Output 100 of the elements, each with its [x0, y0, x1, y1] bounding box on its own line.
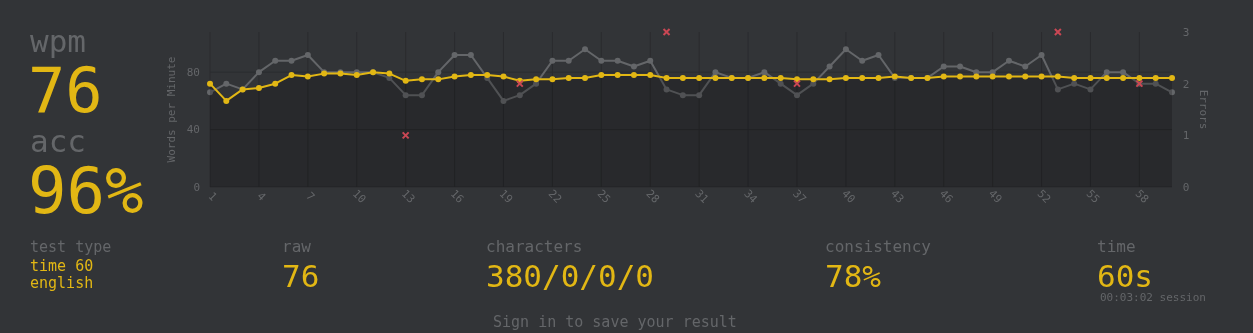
point [402, 92, 409, 99]
point [533, 76, 540, 83]
point [582, 74, 589, 81]
point [957, 63, 964, 70]
point [973, 73, 980, 80]
point [565, 57, 572, 64]
point [598, 57, 605, 64]
point [467, 72, 474, 79]
text: english [30, 274, 94, 292]
point [598, 72, 605, 79]
text: 96% [28, 154, 144, 228]
text: 78% [825, 258, 882, 294]
point [842, 46, 849, 53]
point [1152, 80, 1159, 87]
point [1152, 74, 1159, 81]
point [418, 76, 425, 83]
point [1005, 73, 1012, 80]
point [1038, 51, 1045, 58]
point [1120, 74, 1127, 81]
point [223, 97, 230, 104]
point [451, 51, 458, 58]
point [696, 74, 703, 81]
point [418, 92, 425, 99]
text: 76 [282, 258, 320, 294]
point [304, 73, 311, 80]
point [1022, 73, 1029, 80]
point [500, 97, 507, 104]
point [842, 74, 849, 81]
point [940, 73, 947, 80]
point [712, 69, 719, 76]
point [777, 74, 784, 81]
point [565, 74, 572, 81]
point [223, 80, 230, 87]
point [1022, 63, 1029, 70]
point [859, 74, 866, 81]
point [875, 74, 882, 81]
point [647, 57, 654, 64]
point [1071, 74, 1078, 81]
point [1054, 73, 1061, 80]
point [940, 63, 947, 70]
point [1169, 74, 1175, 81]
point [859, 57, 866, 64]
point [582, 46, 589, 53]
point [549, 76, 556, 83]
point [696, 92, 703, 99]
point [761, 69, 768, 76]
point [255, 69, 262, 76]
point [304, 51, 311, 58]
point [810, 76, 817, 83]
point [1038, 73, 1045, 80]
point [761, 74, 768, 81]
point [647, 72, 654, 79]
point [679, 92, 686, 99]
point [630, 63, 637, 70]
point [1053, 28, 1062, 36]
point [875, 51, 882, 58]
point [630, 72, 637, 79]
point [435, 76, 442, 83]
point [207, 80, 213, 87]
point [826, 76, 833, 83]
point [1120, 69, 1127, 76]
point [793, 92, 800, 99]
point [712, 74, 719, 81]
point [386, 70, 393, 77]
point [1169, 89, 1175, 96]
point [792, 79, 801, 88]
point [516, 92, 523, 99]
point [826, 63, 833, 70]
point [549, 57, 556, 64]
point [500, 73, 507, 80]
point [1103, 69, 1110, 76]
point [777, 80, 784, 87]
point [1136, 74, 1143, 81]
point [614, 57, 621, 64]
point [272, 80, 279, 87]
point [1087, 86, 1094, 93]
point [1103, 74, 1110, 81]
point [255, 84, 262, 91]
point [1054, 86, 1061, 93]
point [451, 73, 458, 80]
point [1071, 80, 1078, 87]
point [663, 74, 670, 81]
point [1005, 57, 1012, 64]
point [679, 74, 686, 81]
point [467, 51, 474, 58]
point [288, 57, 295, 64]
point [1087, 74, 1094, 81]
point [207, 89, 213, 96]
point [435, 69, 442, 76]
point [402, 77, 409, 84]
text: 380/0/0/0 [486, 258, 654, 294]
point [401, 131, 410, 140]
point [989, 73, 996, 80]
point [957, 73, 964, 80]
point [272, 57, 279, 64]
point [288, 72, 295, 79]
point [614, 72, 621, 79]
point [663, 86, 670, 93]
text: 60s [1097, 258, 1153, 294]
text: time 60 [30, 257, 94, 275]
